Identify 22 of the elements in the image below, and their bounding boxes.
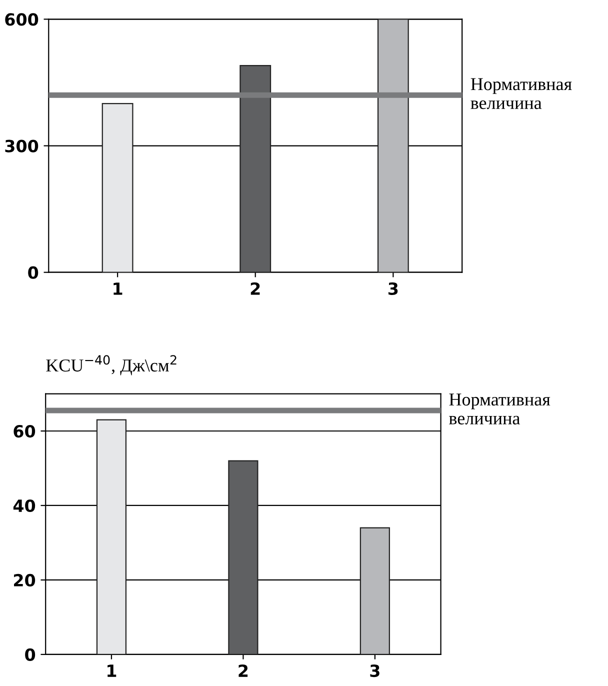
x-tick-label: 2 xyxy=(238,664,248,677)
bar xyxy=(377,19,409,272)
x-tick-label: 1 xyxy=(108,664,116,677)
x-tick-label: 2 xyxy=(250,282,260,295)
bar xyxy=(240,65,272,272)
y-tick-label: 20 xyxy=(14,574,36,587)
y-tick-label: 60 xyxy=(14,424,36,438)
bar xyxy=(228,460,258,654)
y-tick-label: 300 xyxy=(5,140,38,152)
y-axis-title: KCU$^{−40}$, Дж\см$^{2}$ xyxy=(46,355,176,376)
y-tick-label: 0 xyxy=(28,266,38,279)
x-tick-label: 3 xyxy=(388,282,398,295)
bar xyxy=(96,419,127,654)
x-tick-label: 1 xyxy=(114,282,122,295)
ref-line-label: Нормативная величина xyxy=(449,394,550,424)
x-tick-label: 3 xyxy=(370,664,380,678)
y-tick-label: 600 xyxy=(5,13,38,26)
ref-line-label: Нормативная величина xyxy=(470,78,572,110)
y-tick-label: 40 xyxy=(13,499,36,512)
bar xyxy=(360,527,390,654)
bar xyxy=(102,103,134,272)
y-tick-label: 0 xyxy=(25,648,36,662)
